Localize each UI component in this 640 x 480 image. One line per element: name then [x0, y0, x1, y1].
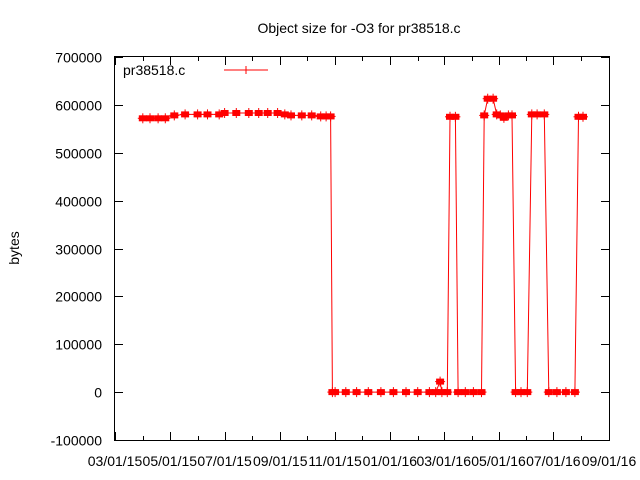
data-point [522, 387, 533, 398]
data-point [412, 387, 423, 398]
series-line [142, 98, 583, 393]
data-point [551, 387, 562, 398]
data-point [231, 108, 242, 118]
data-point [160, 113, 171, 124]
y-tick-label: 200000 [55, 289, 102, 305]
data-point [450, 111, 461, 122]
data-point [488, 93, 499, 104]
y-axis-label: bytes [6, 231, 22, 264]
data-point [401, 387, 411, 398]
y-tick-label: -100000 [51, 433, 103, 449]
x-tick-label: 05/01/15 [143, 453, 198, 469]
x-tick-label: 01/01/16 [363, 453, 418, 469]
data-point [219, 108, 230, 118]
data-point [578, 111, 588, 122]
data-point [340, 387, 351, 398]
x-tick-label: 05/01/16 [471, 453, 526, 469]
y-tick-label: 0 [94, 385, 102, 401]
x-tick-label: 03/01/15 [88, 453, 143, 469]
x-tick-label: 11/01/15 [308, 453, 362, 469]
legend-label: pr38518.c [123, 62, 185, 78]
chart-title: Object size for -O3 for pr38518.c [257, 20, 460, 36]
data-point [180, 109, 191, 120]
y-tick-label: 400000 [55, 194, 102, 210]
x-tick-label: 03/01/16 [416, 453, 471, 469]
data-point [539, 109, 550, 120]
data-point [435, 376, 446, 387]
y-tick-label: 700000 [55, 50, 102, 66]
data-point [202, 109, 213, 120]
data-point [262, 108, 273, 118]
series-group [137, 93, 588, 398]
data-point [507, 110, 517, 121]
data-point [306, 110, 317, 121]
data-point [479, 110, 490, 121]
y-tick-label: 500000 [55, 146, 102, 162]
y-axis-ticks: -100000 0 100000 200000 300000 400000 500000 60… [51, 50, 609, 449]
data-point [351, 387, 362, 398]
x-tick-label: 09/01/15 [253, 453, 308, 469]
y-tick-label: 100000 [55, 337, 102, 353]
data-point [476, 387, 487, 398]
data-point [286, 110, 296, 121]
data-point [296, 110, 307, 121]
x-tick-label: 09/01/16 [582, 453, 637, 469]
y-tick-label: 600000 [55, 98, 102, 114]
data-point [375, 387, 386, 398]
data-point [243, 108, 254, 118]
data-point [442, 387, 453, 398]
data-point [325, 111, 336, 122]
data-point [569, 387, 580, 398]
data-point [192, 109, 203, 120]
plot-frame [114, 56, 610, 441]
data-point [363, 387, 374, 398]
legend: pr38518.c [123, 62, 268, 78]
data-point [169, 110, 180, 121]
x-tick-label: 07/01/16 [526, 453, 581, 469]
data-point [560, 387, 571, 398]
x-tick-label: 07/01/15 [197, 453, 252, 469]
data-point [253, 108, 264, 118]
data-point [388, 387, 399, 398]
x-axis-ticks: 03/01/15 05/01/15 07/01/15 09/01/15 11/01/15… [88, 57, 637, 469]
data-point [330, 387, 341, 398]
y-tick-label: 300000 [55, 242, 102, 258]
